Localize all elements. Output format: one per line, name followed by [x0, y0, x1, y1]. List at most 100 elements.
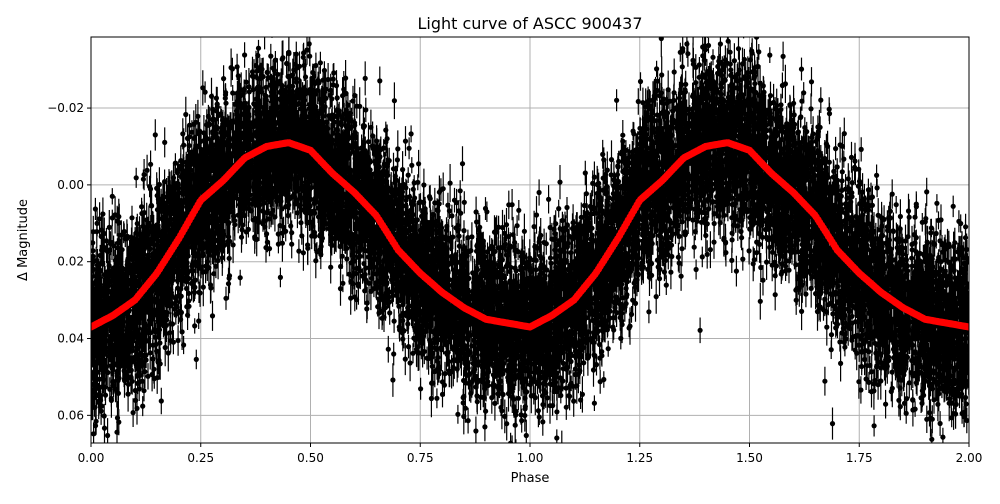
data-point	[392, 98, 397, 103]
data-point	[261, 218, 266, 223]
data-point	[358, 268, 363, 273]
data-point	[963, 224, 968, 229]
data-point	[153, 335, 158, 340]
data-point	[335, 126, 340, 131]
data-point	[462, 200, 467, 205]
data-point	[474, 209, 479, 214]
data-point	[678, 90, 683, 95]
data-point	[201, 285, 206, 290]
data-point	[723, 250, 728, 255]
data-point	[767, 245, 772, 250]
data-point	[712, 211, 717, 216]
data-point	[804, 129, 809, 134]
data-point	[151, 367, 156, 372]
data-point	[710, 55, 715, 60]
data-point	[537, 415, 542, 420]
data-point	[746, 196, 751, 201]
data-point	[716, 59, 721, 64]
data-point	[600, 152, 605, 157]
data-point	[131, 410, 136, 415]
data-point	[830, 311, 835, 316]
data-point	[238, 12, 243, 17]
data-point	[240, 223, 245, 228]
data-point	[114, 430, 119, 435]
data-point	[779, 137, 784, 142]
data-point	[432, 200, 437, 205]
data-point	[330, 131, 335, 136]
data-point	[869, 389, 874, 394]
data-point	[781, 54, 786, 59]
data-point	[638, 135, 643, 140]
data-point	[928, 416, 933, 421]
data-point	[597, 342, 602, 347]
data-point	[803, 292, 808, 297]
data-point	[875, 185, 880, 190]
data-point	[648, 260, 653, 265]
data-point	[898, 385, 903, 390]
data-point	[362, 123, 367, 128]
data-point	[655, 79, 660, 84]
data-point	[500, 225, 505, 230]
data-point	[301, 250, 306, 255]
data-point	[732, 58, 737, 63]
data-point	[872, 423, 877, 428]
data-point	[334, 83, 339, 88]
data-point	[390, 271, 395, 276]
data-point	[176, 338, 181, 343]
data-point	[405, 321, 410, 326]
data-point	[553, 231, 558, 236]
data-point	[265, 210, 270, 215]
data-point	[534, 212, 539, 217]
data-point	[606, 346, 611, 351]
data-point	[166, 240, 171, 245]
data-point	[421, 182, 426, 187]
data-point	[305, 242, 310, 247]
data-point	[223, 101, 228, 106]
data-point	[943, 258, 948, 263]
data-point	[860, 189, 865, 194]
data-point	[192, 323, 197, 328]
data-point	[599, 215, 604, 220]
data-point	[718, 220, 723, 225]
data-point	[654, 227, 659, 232]
data-point	[289, 230, 294, 235]
data-point	[666, 87, 671, 92]
data-point	[400, 318, 405, 323]
data-point	[928, 230, 933, 235]
data-point	[566, 393, 571, 398]
data-point	[95, 221, 100, 226]
data-point	[157, 182, 162, 187]
data-point	[278, 275, 283, 280]
data-point	[176, 275, 181, 280]
data-point	[672, 69, 677, 74]
data-point	[510, 373, 515, 378]
data-point	[694, 267, 699, 272]
data-point	[907, 215, 912, 220]
data-point	[244, 80, 249, 85]
data-point	[140, 404, 145, 409]
data-point	[473, 384, 478, 389]
data-point	[340, 281, 345, 286]
data-point	[822, 379, 827, 384]
data-point	[581, 360, 586, 365]
data-point	[409, 131, 414, 136]
data-point	[328, 88, 333, 93]
data-point	[659, 235, 664, 240]
data-point	[514, 409, 519, 414]
data-point	[614, 310, 619, 315]
data-point	[700, 254, 705, 259]
data-point	[148, 162, 153, 167]
data-point	[861, 341, 866, 346]
data-point	[853, 214, 858, 219]
data-point	[171, 175, 176, 180]
data-point	[875, 236, 880, 241]
data-point	[859, 327, 864, 332]
data-point	[741, 21, 746, 26]
data-point	[550, 382, 555, 387]
data-point	[664, 283, 669, 288]
data-point	[502, 414, 507, 419]
data-point	[343, 123, 348, 128]
data-point	[728, 67, 733, 72]
data-point	[331, 70, 336, 75]
data-point	[536, 408, 541, 413]
